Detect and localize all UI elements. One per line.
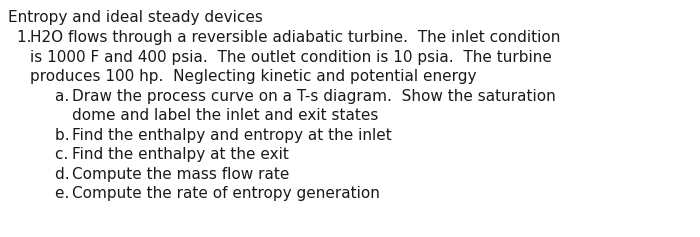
Text: H2O flows through a reversible adiabatic turbine.  The inlet condition: H2O flows through a reversible adiabatic… bbox=[30, 31, 561, 46]
Text: d.: d. bbox=[55, 167, 74, 182]
Text: Draw the process curve on a T-s diagram.  Show the saturation: Draw the process curve on a T-s diagram.… bbox=[72, 89, 556, 104]
Text: a.: a. bbox=[55, 89, 74, 104]
Text: Compute the rate of entropy generation: Compute the rate of entropy generation bbox=[72, 187, 380, 201]
Text: 1.: 1. bbox=[17, 31, 36, 46]
Text: b.: b. bbox=[55, 128, 74, 143]
Text: dome and label the inlet and exit states: dome and label the inlet and exit states bbox=[72, 109, 379, 123]
Text: is 1000 F and 400 psia.  The outlet condition is 10 psia.  The turbine: is 1000 F and 400 psia. The outlet condi… bbox=[30, 50, 552, 65]
Text: Compute the mass flow rate: Compute the mass flow rate bbox=[72, 167, 289, 182]
Text: c.: c. bbox=[55, 147, 74, 163]
Text: e.: e. bbox=[55, 187, 74, 201]
Text: Find the enthalpy at the exit: Find the enthalpy at the exit bbox=[72, 147, 289, 163]
Text: produces 100 hp.  Neglecting kinetic and potential energy: produces 100 hp. Neglecting kinetic and … bbox=[30, 69, 477, 84]
Text: Entropy and ideal steady devices: Entropy and ideal steady devices bbox=[8, 10, 263, 25]
Text: Find the enthalpy and entropy at the inlet: Find the enthalpy and entropy at the inl… bbox=[72, 128, 392, 143]
